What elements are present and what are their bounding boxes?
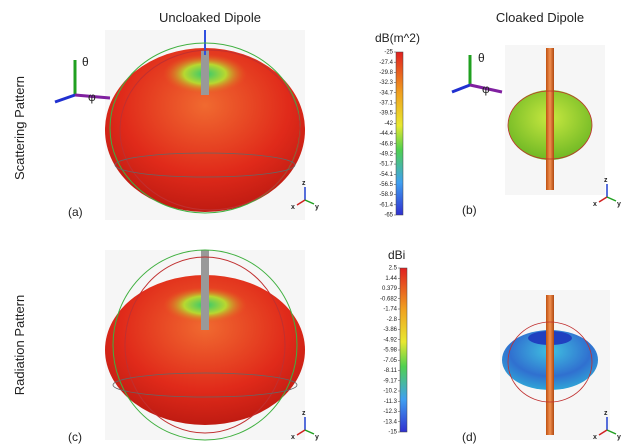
panel-label: (b) <box>462 203 477 217</box>
colorbar-tick-label: 1.44 <box>385 276 397 282</box>
colorbar <box>400 268 407 432</box>
triad: θ φ <box>55 55 110 104</box>
theta-label: θ <box>82 55 89 69</box>
axis <box>607 197 616 201</box>
axis-label: x <box>593 434 597 441</box>
panel-label: (d) <box>462 430 477 444</box>
colorbar-tick-label: -12.3 <box>383 409 397 415</box>
panel-label: (c) <box>68 430 82 444</box>
axis-label: x <box>593 201 597 208</box>
colorbar-tick-label: -58.9 <box>379 192 393 198</box>
axis-label: y <box>617 201 621 208</box>
row-label: Scattering Pattern <box>12 76 27 180</box>
colorbar-tick-label: -2.8 <box>387 317 398 323</box>
theta-label: θ <box>478 51 485 65</box>
colorbar-tick-label: -0.682 <box>380 296 398 302</box>
colorbar-tick-label: -8.11 <box>384 368 398 374</box>
triad: θ φ <box>452 51 502 96</box>
colorbar-tick-label: -11.3 <box>384 399 398 405</box>
colorbar-tick-label: -56.5 <box>379 182 393 188</box>
colorbar-tick-label: -10.2 <box>383 389 397 395</box>
colorbar-tick-label: -61.4 <box>379 202 393 208</box>
panel-label: (a) <box>68 205 83 219</box>
axis <box>599 197 607 202</box>
colorbar-tick-label: 0.379 <box>382 286 398 292</box>
colorbar <box>396 52 403 215</box>
axis-label: y <box>315 434 319 441</box>
colorbar-tick-label: -4.92 <box>383 337 397 343</box>
colorbar-tick-label: -13.4 <box>383 419 397 425</box>
colorbar-tick-label: -49.2 <box>379 151 393 157</box>
colorbar-tick-label: -65 <box>384 213 393 219</box>
axis-label: x <box>291 434 295 441</box>
axis-label: z <box>302 410 306 417</box>
axis <box>305 200 314 204</box>
figure: Uncloaked Dipole Cloaked Dipole Scatteri… <box>0 0 631 448</box>
colorbar-tick-label: -3.86 <box>383 327 397 333</box>
column-title: Uncloaked Dipole <box>159 10 261 25</box>
colorbar-tick-label: -15 <box>388 430 397 436</box>
colorbar-tick-label: -42 <box>384 121 393 127</box>
pattern-b <box>505 45 605 195</box>
axis-label: y <box>315 204 319 211</box>
axis-label: z <box>604 410 608 417</box>
colorbar-tick-label: -39.5 <box>379 111 393 117</box>
colorbar-tick-label: -54.1 <box>379 172 393 178</box>
column-title: Cloaked Dipole <box>496 10 584 25</box>
axis-label: y <box>617 434 621 441</box>
colorbar-tick-label: -46.8 <box>379 141 393 147</box>
colorbar-tick-label: -51.7 <box>379 162 393 168</box>
phi-label: φ <box>482 82 490 96</box>
colorbar-tick-label: -44.4 <box>379 131 393 137</box>
pattern-a <box>105 30 305 220</box>
axis-label: z <box>302 180 306 187</box>
colorbar-tick-label: -9.17 <box>383 378 397 384</box>
colorbar-tick-label: -34.7 <box>379 90 393 96</box>
axis <box>305 430 314 434</box>
colorbar-tick-label: -37.1 <box>379 101 393 107</box>
pattern-c <box>105 250 305 440</box>
colorbar-tick-label: -7.05 <box>383 358 397 364</box>
colorbar-tick-label: -32.3 <box>379 80 393 86</box>
colorbar-unit: dBi <box>388 248 405 262</box>
colorbar-tick-label: -29.8 <box>379 70 393 76</box>
colorbar-tick-label: -25 <box>384 50 393 56</box>
pattern-d <box>500 290 610 440</box>
colorbar-unit: dB(m^2) <box>375 31 420 45</box>
colorbar-tick-label: -5.98 <box>383 348 397 354</box>
phi-label: φ <box>88 90 96 104</box>
row-label: Radiation Pattern <box>12 295 27 395</box>
colorbar-tick-label: -1.74 <box>383 307 397 313</box>
axis-label: x <box>291 204 295 211</box>
axis-label: z <box>604 177 608 184</box>
colorbar-tick-label: 2.5 <box>389 266 398 272</box>
colorbar-tick-label: -27.4 <box>379 60 393 66</box>
